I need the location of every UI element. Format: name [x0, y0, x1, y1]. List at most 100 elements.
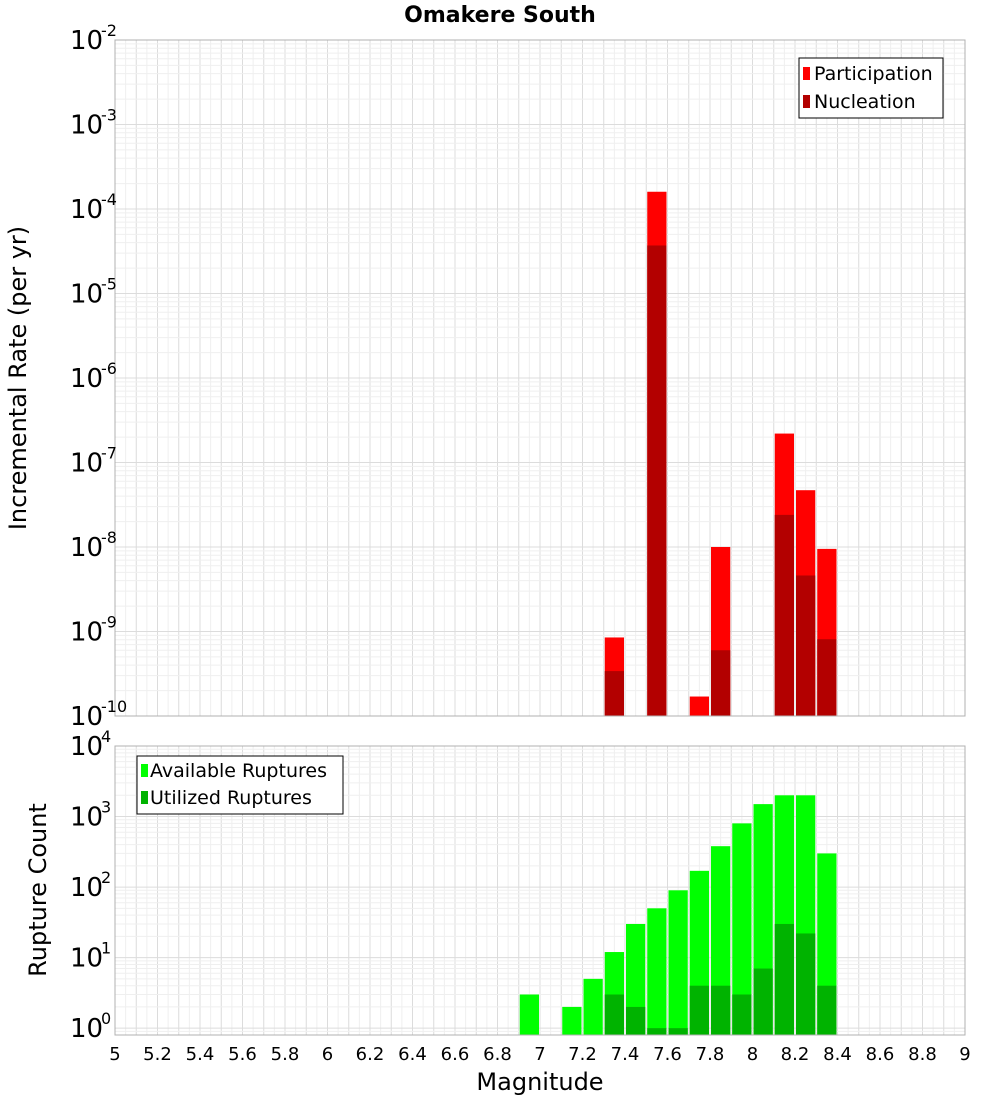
bar-participation: [689, 696, 709, 716]
y-tick-label: 10: [70, 618, 103, 648]
y-tick-exponent: -10: [101, 697, 127, 716]
y-tick-exponent: -6: [101, 359, 117, 378]
y-tick-label: 10: [70, 533, 103, 563]
x-tick-label: 7: [534, 1044, 545, 1065]
y-tick-exponent: -9: [101, 613, 117, 632]
rate-chart-bars: [604, 191, 837, 717]
x-tick-label: 6.6: [441, 1044, 470, 1065]
x-tick-label: 5.8: [271, 1044, 300, 1065]
y-tick-label: 10: [70, 732, 103, 762]
utilized-legend-swatch: [141, 791, 148, 804]
y-tick-label: 10: [70, 280, 103, 310]
y-tick-exponent: -5: [101, 275, 117, 294]
y-tick-label: 10: [70, 26, 103, 56]
count-legend-box: [136, 755, 344, 815]
count-chart-frame: [114, 745, 966, 1036]
bar-overlay-utilized-ruptures: [732, 994, 752, 1035]
bar-overlay-utilized-ruptures: [774, 923, 794, 1035]
bar-overlay-utilized-ruptures: [796, 933, 816, 1035]
y-tick-label: 10: [70, 364, 103, 394]
count-y-axis-label: Rupture Count: [24, 803, 52, 977]
y-tick-label: 10: [70, 803, 103, 833]
count-chart-x-ticks: 5 5.2 5.4 5.6 5.8 6 6.2 6.4 6.6 6.8 7 7.2 7.4 7.6 7.8 8…: [109, 1044, 970, 1065]
y-tick-exponent: 2: [101, 868, 111, 887]
y-tick-label: 10: [70, 702, 103, 732]
bar-overlay-utilized-ruptures: [668, 1028, 688, 1035]
bar-available-ruptures: [732, 823, 752, 1035]
x-tick-label: 8.8: [908, 1044, 937, 1065]
x-tick-label: 6.2: [356, 1044, 385, 1065]
nucleation-legend-swatch: [803, 95, 810, 108]
y-tick-label: 10: [70, 195, 103, 225]
available-legend-swatch: [141, 764, 148, 777]
chart-title: Omakere South: [404, 3, 596, 28]
x-tick-label: 9: [959, 1044, 970, 1065]
bar-available-ruptures: [583, 978, 603, 1035]
x-tick-label: 5.6: [228, 1044, 257, 1065]
rate-chart-grid: [114, 40, 966, 717]
y-tick-exponent: 3: [101, 798, 111, 817]
bar-overlay-utilized-ruptures: [689, 985, 709, 1035]
rate-y-axis-label: Incremental Rate (per yr): [4, 226, 32, 530]
bar-available-ruptures: [647, 908, 667, 1035]
bar-overlay-utilized-ruptures: [817, 985, 837, 1035]
count-chart-bars: [519, 795, 837, 1035]
y-tick-exponent: 0: [101, 1009, 111, 1028]
y-tick-exponent: 4: [101, 727, 111, 746]
bar-available-ruptures: [519, 994, 539, 1035]
x-tick-label: 7.4: [611, 1044, 640, 1065]
x-tick-label: 8.6: [866, 1044, 895, 1065]
bar-overlay-nucleation: [817, 639, 837, 716]
x-tick-label: 8.4: [823, 1044, 852, 1065]
x-tick-label: 6.4: [398, 1044, 427, 1065]
bar-overlay-nucleation: [796, 575, 816, 716]
bar-overlay-utilized-ruptures: [711, 985, 731, 1035]
bar-overlay-nucleation: [604, 671, 624, 716]
rate-chart-frame: [114, 39, 966, 717]
x-tick-label: 7.2: [568, 1044, 597, 1065]
bar-overlay-nucleation: [647, 245, 667, 717]
y-tick-exponent: 1: [101, 939, 111, 958]
y-tick-label: 10: [70, 873, 103, 903]
x-axis-label: Magnitude: [476, 1068, 603, 1096]
bar-available-ruptures: [562, 1006, 582, 1035]
y-tick-exponent: -8: [101, 528, 117, 547]
participation-legend-label: Participation: [814, 63, 933, 85]
utilized-legend-label: Utilized Ruptures: [150, 787, 312, 809]
x-tick-label: 7.8: [696, 1044, 725, 1065]
x-tick-label: 5.2: [143, 1044, 172, 1065]
x-tick-label: 8.2: [781, 1044, 810, 1065]
x-tick-label: 5.4: [186, 1044, 215, 1065]
y-tick-label: 10: [70, 1014, 103, 1044]
rate-legend-box: [798, 57, 944, 119]
y-tick-label: 10: [70, 944, 103, 974]
bar-overlay-nucleation: [774, 514, 794, 716]
bar-overlay-utilized-ruptures: [647, 1028, 667, 1035]
x-tick-label: 7.6: [653, 1044, 682, 1065]
participation-legend-swatch: [803, 67, 810, 80]
rate-legend: Participation Nucleation: [798, 57, 944, 119]
bar-overlay-utilized-ruptures: [753, 968, 773, 1035]
y-tick-label: 10: [70, 449, 103, 479]
x-tick-label: 8: [747, 1044, 758, 1065]
y-tick-exponent: -2: [101, 21, 117, 40]
y-tick-exponent: -3: [101, 106, 117, 125]
available-legend-label: Available Ruptures: [150, 760, 327, 782]
y-tick-exponent: -7: [101, 444, 117, 463]
count-legend: Available Ruptures Utilized Ruptures: [136, 755, 344, 815]
y-tick-label: 10: [70, 111, 103, 141]
y-tick-exponent: -4: [101, 190, 117, 209]
x-tick-label: 6: [322, 1044, 333, 1065]
x-tick-label: 6.8: [483, 1044, 512, 1065]
nucleation-legend-label: Nucleation: [814, 91, 916, 113]
bar-available-ruptures: [668, 890, 688, 1035]
bar-overlay-utilized-ruptures: [604, 994, 624, 1035]
bar-overlay-utilized-ruptures: [626, 1006, 646, 1035]
x-tick-label: 5: [109, 1044, 120, 1065]
bar-overlay-nucleation: [711, 650, 731, 716]
